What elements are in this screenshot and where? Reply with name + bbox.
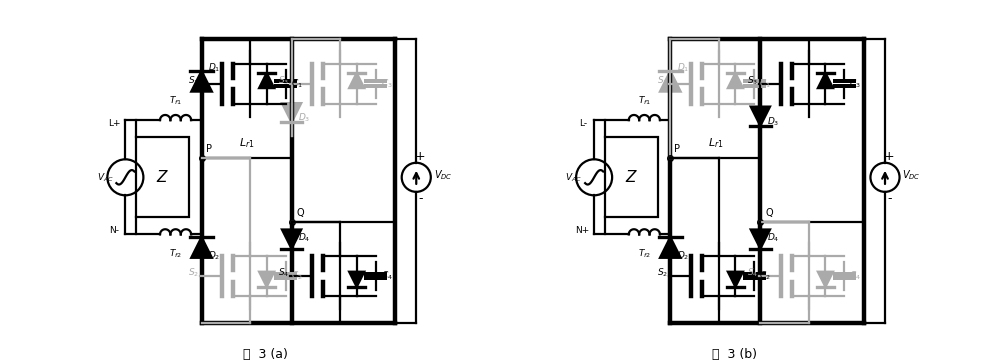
Text: $D_2$: $D_2$: [208, 249, 220, 262]
Text: +: +: [884, 150, 894, 163]
Bar: [136, 138, 189, 217]
Text: $T_{f2}$: $T_{f2}$: [169, 248, 182, 260]
Text: $C_1$: $C_1$: [759, 78, 771, 90]
Text: $D_1$: $D_1$: [677, 61, 689, 74]
Text: $S_2$: $S_2$: [188, 266, 199, 279]
Text: $S_4$: $S_4$: [278, 266, 290, 279]
Text: $C_4$: $C_4$: [849, 270, 861, 282]
Text: P: P: [674, 144, 680, 154]
Polygon shape: [259, 272, 274, 287]
Polygon shape: [751, 107, 770, 126]
Text: -: -: [887, 192, 891, 205]
Polygon shape: [191, 237, 212, 258]
Polygon shape: [259, 73, 274, 88]
Polygon shape: [282, 103, 301, 122]
Polygon shape: [191, 71, 212, 91]
Polygon shape: [349, 272, 364, 287]
Text: $C_2$: $C_2$: [291, 270, 302, 282]
Text: $D_3$: $D_3$: [298, 112, 310, 124]
Text: L-: L-: [579, 119, 587, 128]
Text: +: +: [415, 150, 426, 163]
Text: $Z$: $Z$: [625, 169, 638, 185]
Bar: [605, 138, 658, 217]
Text: $V_{AC}$: $V_{AC}$: [565, 171, 582, 184]
Text: $S_3$: $S_3$: [747, 74, 758, 87]
Text: $D_1$: $D_1$: [208, 61, 220, 74]
Text: $D_4$: $D_4$: [767, 231, 779, 244]
Text: Q: Q: [297, 208, 304, 218]
Text: $S_4$: $S_4$: [747, 266, 758, 279]
Text: $T_{f1}$: $T_{f1}$: [638, 94, 651, 107]
Text: $C_2$: $C_2$: [759, 270, 771, 282]
Text: -: -: [418, 192, 423, 205]
Polygon shape: [818, 73, 833, 88]
Text: $S_2$: $S_2$: [657, 266, 668, 279]
Text: $C_3$: $C_3$: [381, 78, 392, 90]
Text: Q: Q: [766, 208, 773, 218]
Text: P: P: [206, 144, 212, 154]
Polygon shape: [282, 229, 301, 249]
Polygon shape: [660, 71, 681, 91]
Text: $D_4$: $D_4$: [298, 231, 310, 244]
Text: 图  3 (a): 图 3 (a): [243, 348, 288, 361]
Text: L+: L+: [108, 119, 120, 128]
Text: $S_1$: $S_1$: [657, 74, 668, 87]
Text: $C_1$: $C_1$: [291, 78, 302, 90]
Polygon shape: [660, 237, 681, 258]
Polygon shape: [818, 272, 833, 287]
Text: $C_4$: $C_4$: [381, 270, 393, 282]
Text: N-: N-: [109, 227, 119, 236]
Text: $T_{f1}$: $T_{f1}$: [169, 94, 182, 107]
Text: $T_{f2}$: $T_{f2}$: [638, 248, 651, 260]
Text: 图  3 (b): 图 3 (b): [712, 348, 757, 361]
Text: $C_3$: $C_3$: [849, 78, 861, 90]
Text: $D_3$: $D_3$: [767, 115, 779, 128]
Text: $V_{DC}$: $V_{DC}$: [902, 169, 921, 183]
Text: $V_{AC}$: $V_{AC}$: [97, 171, 114, 184]
Polygon shape: [751, 229, 770, 249]
Text: $V_{DC}$: $V_{DC}$: [434, 169, 452, 183]
Text: N+: N+: [576, 227, 590, 236]
Text: $Z$: $Z$: [156, 169, 169, 185]
Text: $L_{r1}$: $L_{r1}$: [708, 136, 723, 150]
Polygon shape: [728, 73, 743, 88]
Text: $D_2$: $D_2$: [677, 249, 689, 262]
Text: $S_1$: $S_1$: [188, 74, 199, 87]
Polygon shape: [728, 272, 743, 287]
Polygon shape: [349, 73, 364, 88]
Text: $S_3$: $S_3$: [278, 74, 290, 87]
Text: $L_{r1}$: $L_{r1}$: [239, 136, 254, 150]
